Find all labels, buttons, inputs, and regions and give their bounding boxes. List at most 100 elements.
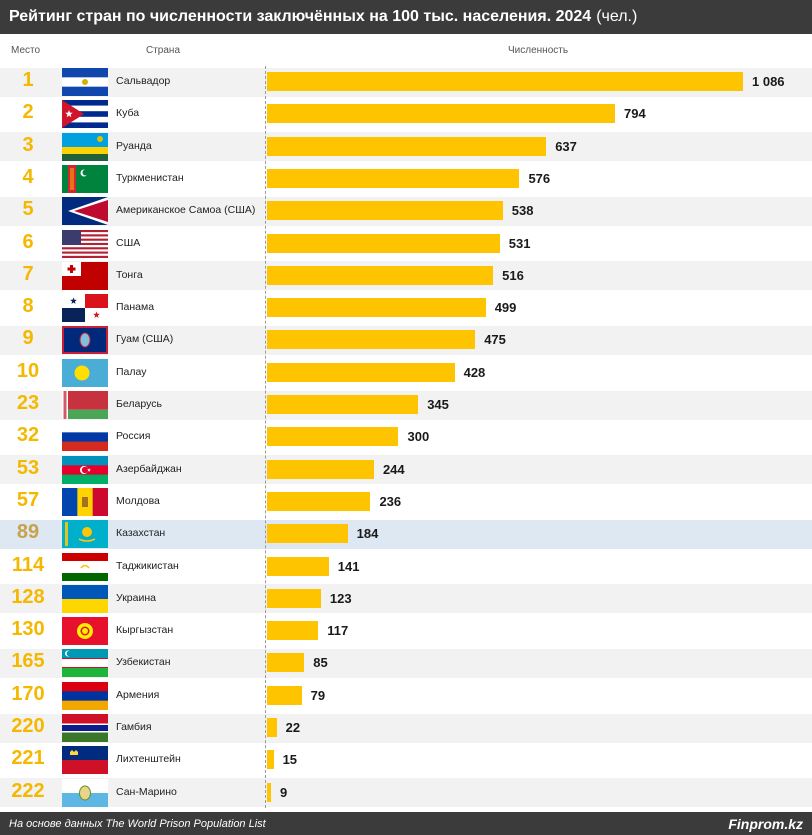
rank-label: 32 [16, 424, 40, 447]
flag-belarus-icon [62, 391, 108, 419]
rank-label: 3 [22, 133, 34, 156]
bar [267, 588, 321, 608]
country-label: Гамбия [116, 721, 152, 733]
country-label: Сальвадор [116, 75, 171, 87]
bar [267, 621, 319, 641]
data-label: 531 [508, 235, 531, 251]
bar [267, 201, 503, 221]
column-header-country: Страна [146, 45, 181, 56]
data-label: 22 [285, 720, 301, 735]
rank-label: 10 [16, 359, 40, 382]
bar [267, 298, 486, 318]
bar [267, 233, 500, 253]
data-label: 794 [624, 106, 646, 122]
data-label: 244 [382, 461, 405, 477]
data-label: 184 [356, 526, 379, 542]
row-stripe [0, 778, 812, 808]
country-label: Узбекистан [116, 656, 171, 669]
country-label: Тонга [116, 268, 143, 281]
flag-american-samoa-icon [62, 197, 108, 226]
flag-kazakhstan-icon [62, 520, 108, 549]
country-label: Гуам (США) [116, 333, 174, 346]
data-label: 576 [528, 170, 551, 186]
data-label: 499 [494, 300, 517, 316]
data-label: 345 [427, 397, 449, 412]
bar [267, 750, 274, 770]
data-label: 516 [502, 267, 524, 283]
bar [267, 524, 348, 544]
country-label: Сан-Марино [116, 785, 177, 798]
chart-title: Рейтинг стран по численности заключённых… [9, 8, 592, 25]
bar [267, 782, 271, 802]
brand-logo: Finprom.kz [728, 815, 803, 832]
rank-label: 220 [11, 715, 45, 737]
data-label: 428 [463, 364, 486, 380]
data-label: 79 [310, 687, 326, 703]
flag-usa-icon [62, 229, 108, 258]
rank-label: 53 [16, 456, 40, 479]
bar [267, 330, 476, 350]
bar [267, 104, 615, 124]
rank-label: 170 [11, 682, 45, 705]
data-label: 1 086 [752, 74, 785, 89]
country-label: Азербайджан [116, 462, 182, 475]
bar [267, 459, 374, 479]
data-label: 637 [555, 138, 577, 154]
data-label: 236 [379, 493, 402, 509]
row-stripe [0, 455, 812, 485]
rank-label: 221 [11, 747, 45, 770]
country-label: Беларусь [116, 398, 162, 410]
flag-cuba-icon [62, 100, 108, 129]
chart-unit: (чел.) [596, 8, 638, 25]
bar [267, 653, 305, 673]
bar [267, 556, 329, 576]
rank-label: 57 [16, 488, 40, 511]
rank-label: 5 [22, 198, 34, 221]
flag-guam-icon [62, 326, 108, 355]
bar [267, 395, 419, 414]
country-label: Украина [116, 591, 156, 604]
bar [267, 168, 520, 188]
flag-turkmenistan-icon [62, 164, 108, 193]
rank-label: 2 [22, 101, 34, 124]
bar [267, 427, 399, 447]
flag-san-marino-icon [62, 778, 108, 807]
data-label: 123 [329, 590, 352, 606]
flag-panama-icon [62, 294, 108, 323]
country-label: Молдова [116, 494, 160, 507]
bar [267, 265, 494, 285]
rank-label: 8 [22, 295, 34, 318]
flag-el-salvador-icon [62, 68, 108, 96]
country-label: Палау [116, 365, 147, 378]
flag-uzbekistan-icon [62, 649, 108, 678]
bar [267, 718, 277, 737]
highlight-row [0, 519, 812, 549]
rank-label: 9 [22, 327, 34, 350]
data-label: 15 [282, 752, 298, 768]
flag-kyrgyzstan-icon [62, 617, 108, 646]
bar [267, 136, 547, 156]
flag-azerbaijan-icon [62, 455, 108, 484]
country-label: Армения [116, 688, 160, 701]
row-stripe [0, 584, 812, 614]
country-label: Лихтенштейн [116, 753, 181, 766]
row-stripe [0, 648, 812, 678]
flag-liechtenstein-icon [62, 746, 108, 775]
bar [267, 362, 455, 382]
rank-label: 165 [11, 650, 45, 673]
flag-armenia-icon [62, 681, 108, 710]
column-header-value: Численность [508, 45, 569, 56]
flag-gambia-icon [62, 714, 108, 742]
row-stripe [0, 713, 812, 743]
data-label: 117 [327, 623, 349, 639]
rank-label: 114 [11, 553, 45, 576]
rank-label: 6 [22, 230, 34, 253]
country-label: Туркменистан [116, 171, 184, 184]
data-label: 475 [484, 332, 506, 348]
axis-baseline [265, 66, 266, 808]
flag-tajikistan-icon [62, 552, 108, 581]
column-header-rank: Место [11, 45, 41, 56]
data-label: 141 [337, 558, 360, 574]
rank-label: 1 [22, 69, 34, 91]
data-label: 538 [511, 203, 534, 219]
